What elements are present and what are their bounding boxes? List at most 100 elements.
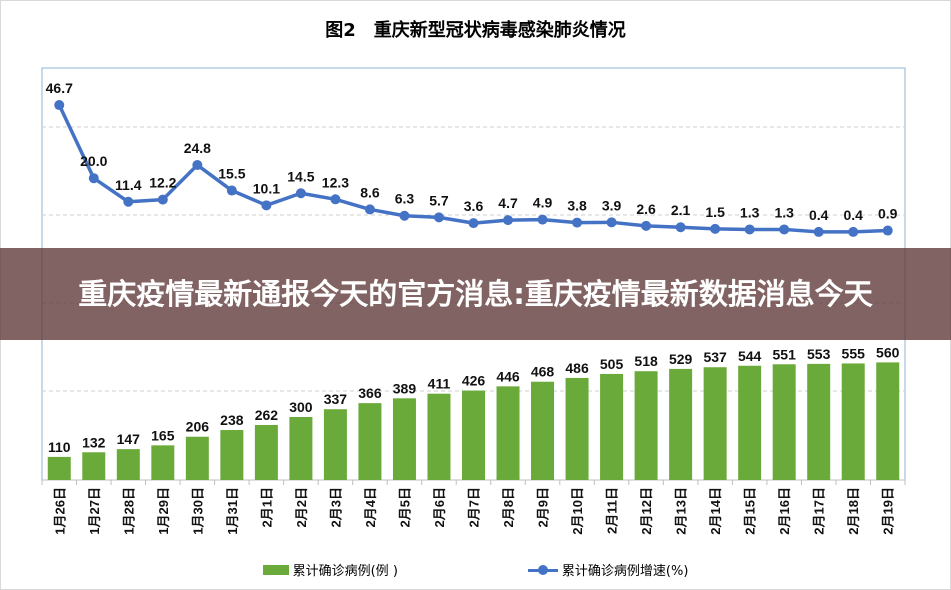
bar-label: 426 <box>462 373 486 389</box>
bar-label: 389 <box>393 380 417 396</box>
line-point <box>537 214 548 225</box>
line-label: 46.7 <box>46 80 73 96</box>
bar <box>841 363 865 480</box>
bar <box>496 386 520 480</box>
bar-label: 262 <box>255 407 279 423</box>
bar <box>47 456 71 480</box>
bar-label: 537 <box>703 349 727 365</box>
headline-banner: 重庆疫情最新通报今天的官方消息:重庆疫情最新数据消息今天 <box>0 248 951 340</box>
x-tick-label: 2月8日 <box>501 487 516 527</box>
bar <box>772 364 796 480</box>
x-tick-label: 2月2日 <box>294 487 309 527</box>
x-tick-label: 2月15日 <box>743 487 758 535</box>
line-point <box>433 212 444 223</box>
bar <box>289 417 313 480</box>
line-point <box>330 194 341 205</box>
x-tick-label: 1月29日 <box>156 487 171 535</box>
line-point <box>226 185 237 196</box>
bar <box>82 452 106 480</box>
line-point <box>364 204 375 215</box>
line-point <box>641 220 652 231</box>
x-tick-label: 2月17日 <box>812 487 827 535</box>
x-tick-label: 2月18日 <box>846 487 861 535</box>
x-tick-label: 1月28日 <box>121 487 136 535</box>
bar-label: 238 <box>220 412 244 428</box>
bar <box>185 436 209 480</box>
bar-label: 555 <box>842 345 866 361</box>
bar <box>323 409 347 480</box>
bar <box>151 445 175 480</box>
line-point <box>399 210 410 221</box>
line-point <box>295 188 306 199</box>
legend-label-line: 累计确诊病例增速(%) <box>561 564 689 579</box>
bar <box>392 398 416 480</box>
bar <box>565 377 589 480</box>
bar <box>254 424 278 480</box>
line-point <box>675 222 686 233</box>
x-tick-label: 2月1日 <box>259 487 274 527</box>
x-tick-label: 1月26日 <box>52 487 67 535</box>
bar-label: 110 <box>48 439 71 455</box>
line-label: 4.9 <box>533 195 553 211</box>
bar-label: 553 <box>807 346 831 362</box>
chart-title: 图2 重庆新型冠状病毒感染肺炎情况 <box>325 20 626 41</box>
line-label: 8.6 <box>360 184 380 200</box>
x-tick-label: 2月9日 <box>536 487 551 527</box>
x-tick-label: 1月30日 <box>190 487 205 535</box>
legend-swatch-bar <box>262 564 289 575</box>
line-label: 0.9 <box>878 206 898 222</box>
bar-label: 446 <box>496 368 520 384</box>
headline-text: 重庆疫情最新通报今天的官方消息:重庆疫情最新数据消息今天 <box>78 277 873 311</box>
x-tick-label: 2月3日 <box>328 487 343 527</box>
line-label: 14.5 <box>287 168 314 184</box>
line-point <box>606 217 617 228</box>
line-label: 0.4 <box>809 207 829 223</box>
bar <box>531 381 555 480</box>
bar-label: 366 <box>358 385 382 401</box>
line-point <box>572 217 583 228</box>
line-point <box>848 226 859 237</box>
bar <box>600 373 624 480</box>
bar-label: 544 <box>738 348 762 364</box>
bar-label: 486 <box>565 360 589 376</box>
bar-label: 337 <box>324 391 348 407</box>
x-tick-label: 2月11日 <box>605 487 620 534</box>
bar <box>807 363 831 480</box>
x-tick-label: 2月4日 <box>363 487 378 527</box>
line-point <box>157 194 168 205</box>
bar <box>462 390 485 480</box>
line-point <box>468 218 479 229</box>
line-point <box>88 173 99 184</box>
x-tick-label: 1月31日 <box>225 487 240 535</box>
line-label: 12.3 <box>322 174 349 190</box>
line-label: 1.3 <box>774 204 794 220</box>
bar-label: 147 <box>117 431 141 447</box>
bar <box>703 367 727 480</box>
line-label: 4.7 <box>498 195 518 211</box>
line-label: 3.8 <box>567 198 587 214</box>
bar <box>669 368 693 480</box>
bar-label: 206 <box>186 419 210 435</box>
line-label: 6.3 <box>395 191 415 207</box>
legend-item-line: 累计确诊病例增速(%) <box>527 560 689 579</box>
bar-label: 468 <box>531 364 555 380</box>
x-tick-label: 2月10日 <box>570 487 585 535</box>
legend-label-bar: 累计确诊病例(例 ) <box>292 564 398 579</box>
line-label: 15.5 <box>218 166 245 182</box>
bar-label: 551 <box>773 346 797 362</box>
line-point <box>882 225 893 236</box>
line-label: 2.1 <box>671 202 691 218</box>
line-label: 20.0 <box>80 153 107 169</box>
line-label: 3.6 <box>464 198 484 214</box>
bar-label: 411 <box>428 376 451 392</box>
x-tick-label: 1月27日 <box>87 487 102 535</box>
line-point <box>779 224 790 235</box>
bar <box>876 362 900 480</box>
x-tick-label: 2月14日 <box>708 487 723 535</box>
line-point <box>123 196 134 207</box>
x-tick-label: 2月19日 <box>881 487 896 535</box>
bar-label: 505 <box>600 356 624 372</box>
line-point <box>744 224 755 235</box>
line-point <box>261 200 272 211</box>
bar <box>116 449 140 480</box>
